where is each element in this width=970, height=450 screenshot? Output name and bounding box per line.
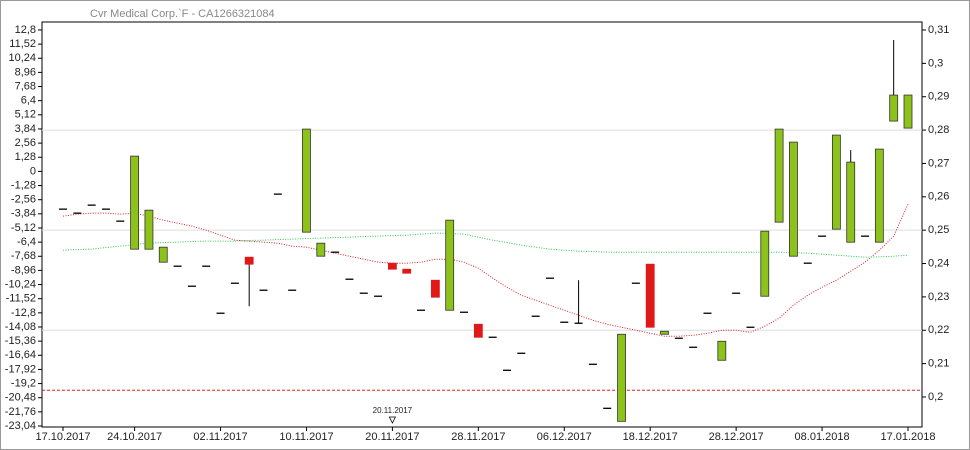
y2-tick-label: 0,23 [928, 291, 949, 303]
y-tick-label: -21,76 [5, 406, 36, 418]
y-tick-label: 7,68 [15, 80, 36, 92]
candle-body [144, 209, 154, 250]
candle-body [846, 161, 856, 243]
y-tick-label: -14,08 [5, 321, 36, 333]
y2-tick-label: 0,29 [928, 91, 949, 103]
y-tick-label: -17,92 [5, 363, 36, 375]
y-tick-label: -12,8 [11, 307, 36, 319]
candle-body [760, 230, 770, 297]
y-tick-label: 6,4 [21, 95, 36, 107]
x-tick-label: 17.10.2017 [35, 431, 90, 443]
candle-body [130, 155, 140, 250]
candle-body [903, 94, 913, 129]
x-tick-label: 24.10.2017 [107, 431, 162, 443]
y-tick-label: 0 [30, 165, 36, 177]
x-tick-label: 28.12.2017 [709, 431, 764, 443]
candle-body [831, 134, 841, 230]
annotation-marker [388, 416, 397, 424]
y2-tick-label: 0,3 [928, 57, 943, 69]
y2-tick-label: 0,27 [928, 157, 949, 169]
y-tick-label: -2,56 [11, 194, 36, 206]
y-tick-label: -19,2 [11, 377, 36, 389]
candle-body [889, 94, 899, 122]
candle-body [445, 219, 455, 311]
y-tick-label: -7,68 [11, 250, 36, 262]
candle-body [789, 141, 798, 257]
y-tick-label: -16,64 [5, 349, 36, 361]
y2-tick-label: 0,26 [928, 191, 949, 203]
y-tick-label: 10,24 [8, 52, 36, 64]
average-line [62, 203, 909, 337]
candle-body [617, 333, 626, 422]
x-tick-label: 17.01.2018 [880, 431, 935, 443]
y-tick-label: -11,52 [6, 293, 36, 305]
candle-body [874, 148, 884, 243]
candle-body [660, 330, 669, 335]
candle-body [316, 242, 326, 257]
candle-body [302, 128, 311, 233]
candle-body [158, 246, 168, 263]
candle-body [645, 263, 655, 328]
y-tick-label: -20,48 [5, 392, 36, 404]
x-tick-label: 20.11.2017 [365, 431, 419, 443]
y2-tick-label: 0,28 [928, 124, 949, 136]
y-tick-label: 11,52 [9, 38, 36, 50]
y-tick-label: -3,84 [11, 208, 36, 220]
x-tick-label: 08.01.2018 [795, 431, 850, 443]
y-tick-label: -5,12 [11, 222, 36, 234]
y2-tick-label: 0,31 [928, 24, 949, 36]
y-tick-label: 5,12 [15, 109, 36, 121]
y-tick-label: -10,24 [5, 278, 36, 290]
y2-tick-label: 0,2 [928, 391, 943, 403]
y2-tick-label: 0,25 [928, 224, 949, 236]
x-tick-label: 02.11.2017 [193, 431, 247, 443]
y-tick-label: 8,96 [15, 66, 36, 78]
y-tick-label: -8,96 [11, 264, 36, 276]
chart-title: Cvr Medical Corp.`F - CA1266321084 [90, 8, 275, 20]
candle-body [774, 128, 784, 223]
candle-body [244, 256, 254, 265]
y-tick-label: -6,4 [17, 236, 36, 248]
candle-body [402, 268, 412, 274]
y-tick-label: 2,56 [15, 137, 36, 149]
y2-tick-label: 0,24 [928, 257, 949, 269]
y-tick-label: 12,8 [15, 24, 36, 36]
y2-tick-label: 0,21 [928, 358, 949, 370]
y-tick-label: 1,28 [15, 151, 36, 163]
y-tick-label: -1,28 [11, 179, 36, 191]
y-tick-label: -23,04 [5, 420, 36, 432]
x-tick-label: 28.11.2017 [451, 431, 505, 443]
x-tick-label: 18.12.2017 [623, 431, 678, 443]
x-tick-label: 10.11.2017 [279, 431, 333, 443]
plot-area [41, 21, 923, 428]
candle-body [430, 279, 440, 298]
y-tick-label: -15,36 [5, 335, 36, 347]
candle-body [473, 323, 483, 338]
y2-tick-label: 0,22 [928, 324, 949, 336]
candle-body [388, 262, 397, 270]
annotation: 20.11.2017 [373, 406, 413, 415]
y-tick-label: 3,84 [15, 123, 36, 135]
candle-body [717, 340, 727, 361]
x-tick-label: 06.12.2017 [537, 431, 592, 443]
